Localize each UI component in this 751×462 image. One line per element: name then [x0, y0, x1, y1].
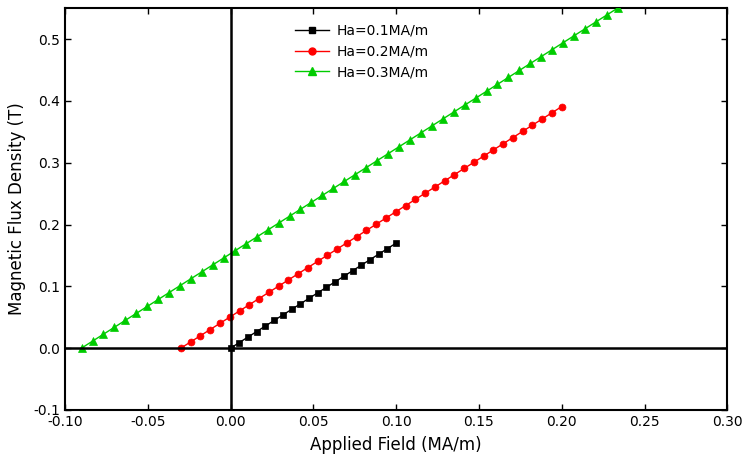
Ha=0.2MA/m — [518, 128, 527, 134]
Ha=0.2MA/m — [528, 122, 537, 128]
Ha=0.2MA/m — [440, 178, 449, 183]
Line: Ha=0.1MA/m: Ha=0.1MA/m — [227, 240, 400, 352]
Y-axis label: Magnetic Flux Density (T): Magnetic Flux Density (T) — [8, 103, 26, 316]
Ha=0.2MA/m — [508, 135, 517, 140]
Ha=0.1MA/m — [366, 257, 375, 262]
Ha=0.2MA/m — [372, 221, 381, 227]
Ha=0.2MA/m — [391, 209, 400, 215]
Ha=0.2MA/m — [450, 172, 459, 177]
Ha=0.2MA/m — [342, 240, 351, 246]
Ha=0.1MA/m — [383, 246, 392, 251]
Ha=0.2MA/m — [538, 116, 547, 122]
Ha=0.2MA/m — [245, 302, 254, 308]
Ha=0.2MA/m — [274, 283, 283, 289]
Ha=0.2MA/m — [430, 184, 439, 190]
Ha=0.2MA/m — [421, 190, 430, 196]
Legend: Ha=0.1MA/m, Ha=0.2MA/m, Ha=0.3MA/m: Ha=0.1MA/m, Ha=0.2MA/m, Ha=0.3MA/m — [291, 19, 433, 84]
Ha=0.3MA/m — [285, 213, 294, 219]
Ha=0.3MA/m — [482, 89, 491, 94]
Ha=0.3MA/m — [77, 345, 86, 351]
Ha=0.2MA/m — [547, 110, 556, 116]
Ha=0.1MA/m — [304, 296, 313, 301]
X-axis label: Applied Field (MA/m): Applied Field (MA/m) — [310, 436, 482, 454]
Ha=0.1MA/m — [348, 268, 357, 274]
Line: Ha=0.3MA/m: Ha=0.3MA/m — [77, 0, 731, 352]
Ha=0.2MA/m — [216, 321, 225, 326]
Ha=0.2MA/m — [235, 308, 244, 314]
Ha=0.1MA/m — [270, 318, 279, 323]
Ha=0.1MA/m — [330, 279, 339, 285]
Line: Ha=0.2MA/m: Ha=0.2MA/m — [177, 103, 566, 352]
Ha=0.1MA/m — [357, 262, 366, 268]
Ha=0.1MA/m — [339, 274, 348, 279]
Ha=0.2MA/m — [499, 141, 508, 146]
Ha=0.1MA/m — [287, 307, 296, 312]
Ha=0.1MA/m — [296, 301, 305, 307]
Ha=0.3MA/m — [263, 227, 272, 233]
Ha=0.1MA/m — [374, 251, 383, 257]
Ha=0.2MA/m — [176, 345, 185, 351]
Ha=0.3MA/m — [241, 241, 250, 247]
Ha=0.2MA/m — [479, 153, 488, 159]
Ha=0.2MA/m — [489, 147, 498, 152]
Ha=0.2MA/m — [401, 203, 410, 208]
Ha=0.2MA/m — [255, 296, 264, 301]
Ha=0.1MA/m — [313, 290, 322, 296]
Ha=0.2MA/m — [557, 104, 566, 109]
Ha=0.3MA/m — [186, 276, 195, 281]
Ha=0.2MA/m — [352, 234, 361, 239]
Ha=0.2MA/m — [313, 259, 322, 264]
Ha=0.2MA/m — [303, 265, 312, 270]
Ha=0.2MA/m — [382, 215, 391, 221]
Ha=0.1MA/m — [322, 285, 331, 290]
Ha=0.1MA/m — [243, 334, 252, 340]
Ha=0.2MA/m — [186, 339, 195, 345]
Ha=0.2MA/m — [206, 327, 215, 332]
Ha=0.2MA/m — [264, 290, 273, 295]
Ha=0.2MA/m — [362, 228, 371, 233]
Ha=0.1MA/m — [252, 329, 261, 334]
Ha=0.1MA/m — [235, 340, 244, 345]
Ha=0.2MA/m — [333, 246, 342, 252]
Ha=0.2MA/m — [284, 277, 293, 283]
Ha=0.2MA/m — [196, 333, 205, 339]
Ha=0.2MA/m — [469, 159, 478, 165]
Ha=0.2MA/m — [294, 271, 303, 277]
Ha=0.1MA/m — [279, 312, 288, 318]
Ha=0.2MA/m — [411, 197, 420, 202]
Ha=0.2MA/m — [460, 166, 469, 171]
Ha=0.1MA/m — [226, 345, 235, 351]
Ha=0.2MA/m — [323, 252, 332, 258]
Ha=0.1MA/m — [392, 240, 401, 246]
Ha=0.1MA/m — [261, 323, 270, 329]
Ha=0.2MA/m — [225, 314, 234, 320]
Ha=0.3MA/m — [296, 207, 305, 212]
